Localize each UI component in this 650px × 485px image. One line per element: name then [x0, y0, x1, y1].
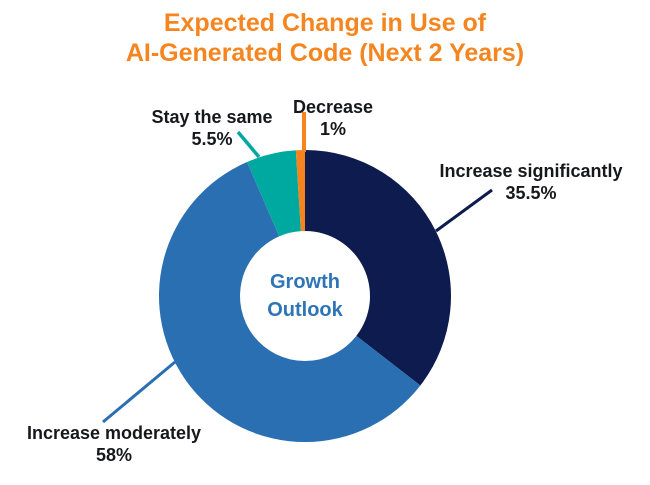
callout-increase-significantly: Increase significantly 35.5% — [439, 160, 622, 204]
donut-center-label-line1: Growth — [269, 271, 340, 293]
chart-title-line1: Expected Change in Use of — [163, 9, 487, 37]
callout-increase-moderately-label: Increase moderately — [26, 423, 202, 443]
callout-stay-the-same-value: 5.5% — [191, 129, 233, 149]
callout-decrease-value: 1% — [319, 119, 347, 139]
callout-stay-the-same-label: Stay the same — [151, 107, 273, 127]
leader-line-increase-significantly — [435, 188, 493, 233]
callout-increase-significantly-value: 35.5% — [505, 183, 557, 203]
donut-slice-increase-moderately — [158, 162, 421, 443]
callout-increase-moderately: Increase moderately 58% — [27, 422, 201, 466]
donut-center-label-line2: Outlook — [267, 299, 343, 321]
donut-slice-increase-significantly — [305, 150, 451, 386]
leader-line-increase-moderately — [102, 360, 176, 424]
leader-line-stay-the-same — [236, 130, 261, 159]
callout-increase-significantly-label: Increase significantly — [439, 161, 623, 181]
callout-decrease-label: Decrease — [292, 97, 374, 117]
callout-increase-moderately-value: 58% — [95, 445, 133, 465]
callout-decrease: Decrease 1% — [293, 96, 373, 140]
donut-slice-decrease — [295, 150, 305, 232]
callout-stay-the-same: Stay the same 5.5% — [151, 106, 272, 150]
donut-slice-stay-the-same — [247, 150, 301, 237]
donut-center-label: Growth Outlook — [267, 268, 343, 324]
chart-title: Expected Change in Use of AI-Generated C… — [0, 8, 650, 68]
chart-title-line2: AI-Generated Code (Next 2 Years) — [125, 39, 525, 67]
